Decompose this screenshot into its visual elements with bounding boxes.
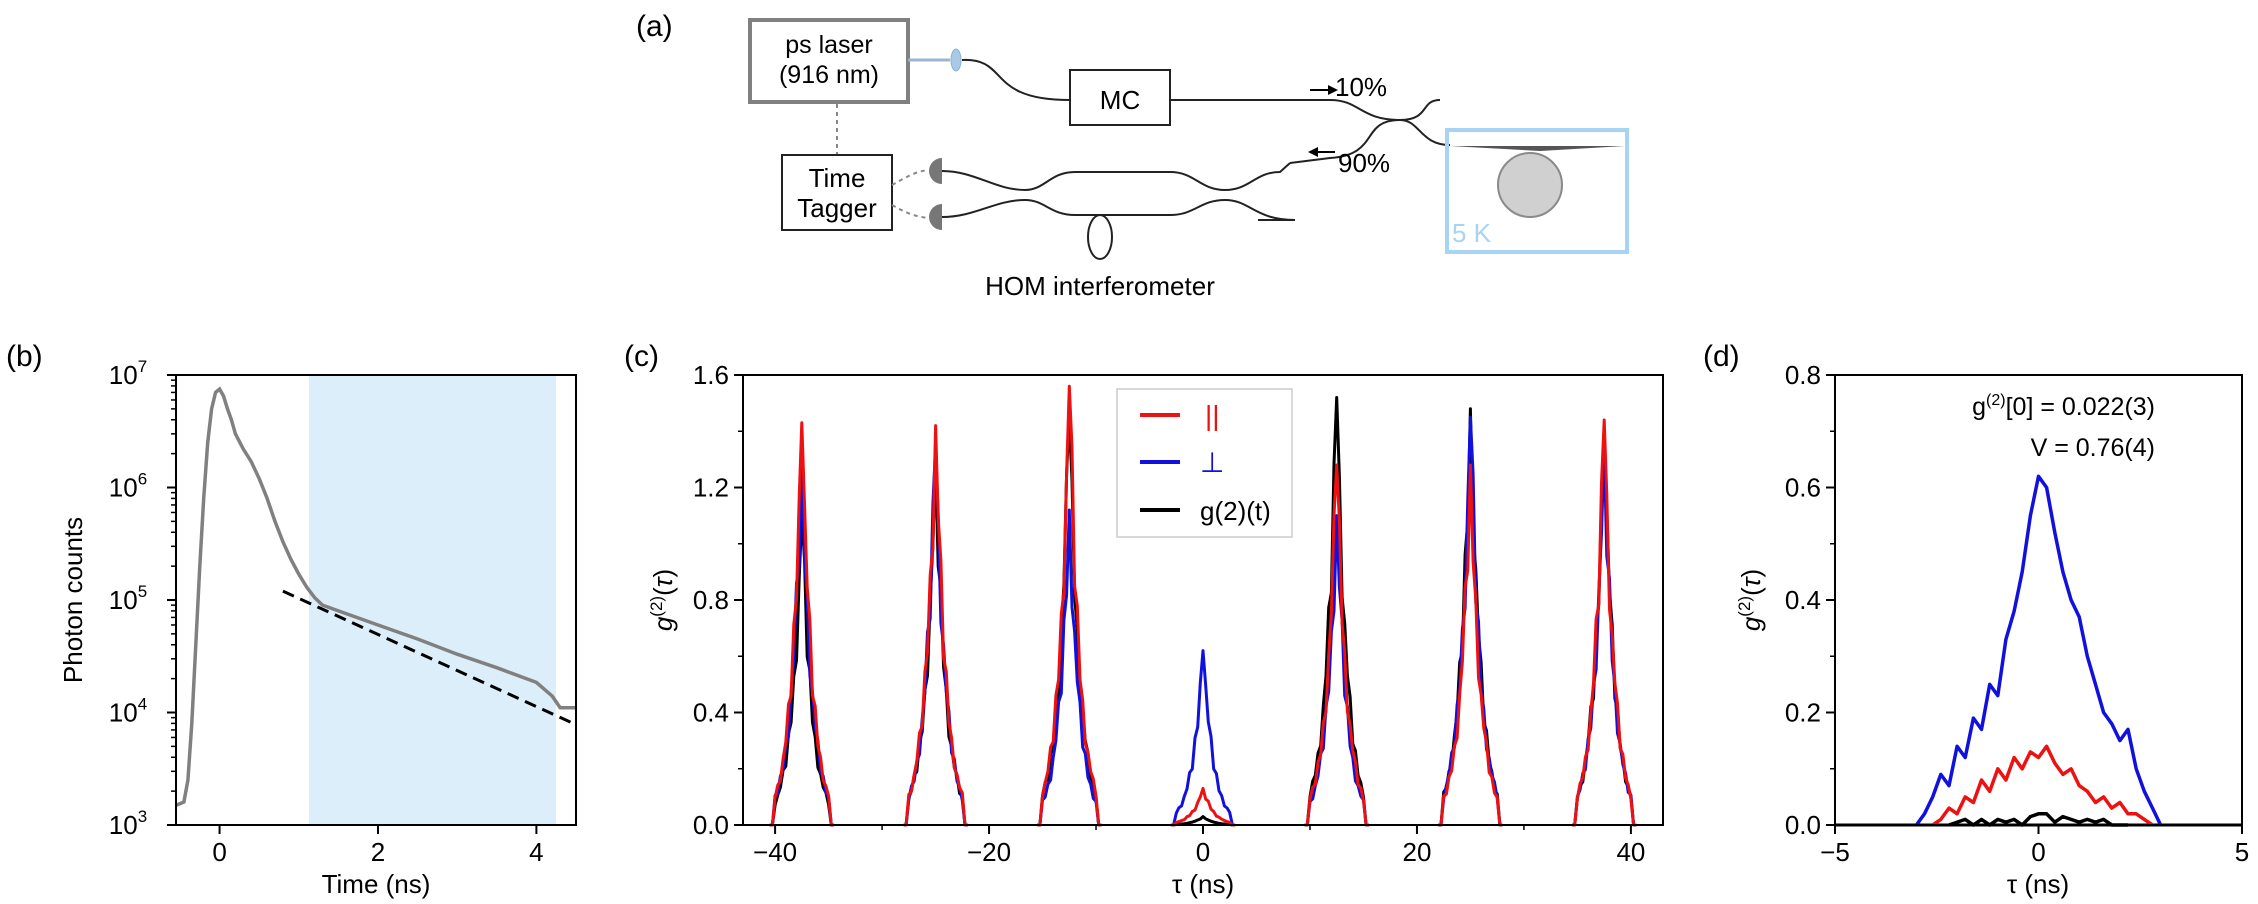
legend-label-parallel: || [1205,400,1220,431]
plot-c-ytick-label: 1.2 [693,473,729,503]
plot-c-peak-red [1304,463,1369,827]
plot-b-xtick-label: 2 [371,837,385,867]
laser-label-1: ps laser [785,31,873,59]
plot-c-peak-red [1572,418,1637,827]
pct-90-label: 90% [1338,148,1390,178]
shaded-fit-region [309,375,556,825]
plot-c-ytick-label: 1.6 [693,360,729,390]
arrow-10-icon [1328,85,1338,95]
fiber-mc-to-coupler [1170,99,1401,121]
tapered-fiber-icon [1450,146,1625,151]
plot-c-xtick-label: 0 [1196,837,1210,867]
plot-b-ylabel: Photon counts [58,517,88,683]
plot-c-peak-black [903,457,968,827]
plot-b-ytick-label: 105 [109,582,147,615]
plot-c-ytick-label: 0.4 [693,698,729,728]
panel-a-label: (a) [636,10,673,43]
plot-b-series-counts [175,386,576,807]
plot-d-series-2 [1948,812,2128,827]
temperature-label: 5 K [1452,218,1492,248]
plot-d-ytick-label: 0.0 [1785,810,1821,840]
plot-b-xtick-label: 0 [212,837,226,867]
plot-d-xtick-label: 5 [2235,837,2249,867]
panel-a: (a) ps laser (916 nm) MC 10% 90% 5 K Tim… [636,10,1629,301]
tagger-label-1: Time [809,163,866,193]
plot-c-ytick-label: 0.0 [693,810,729,840]
detector-2-icon [929,204,942,230]
time-tagger-box [781,154,893,231]
plot-b-xlabel: Time (ns) [322,869,431,899]
plot-d-series-1 [1931,744,2154,827]
plot-c-ytick-label: 0.8 [693,585,729,615]
coupler-out-to-sample [1399,119,1451,146]
plot-d-ytick-label: 0.6 [1785,473,1821,503]
plot-d-xtick-label: −5 [1820,837,1850,867]
plot-d-xlabel: τ (ns) [2007,869,2069,899]
legend-label-perp: ⊥ [1200,447,1224,478]
laser-box [748,18,910,104]
plot-c-peak-red [1170,786,1236,827]
plot-c-ylabel: g(2)(τ) [647,569,678,631]
microsphere-icon [1497,152,1563,218]
plot-c-peak-blue [1037,508,1102,827]
plot-c-xtick-label: −20 [967,837,1011,867]
fiber-return [1289,119,1401,164]
detector-1-icon [929,158,942,184]
plot-b-ytick-label: 106 [109,470,147,503]
plot-b-series-fit [282,589,577,726]
hom-label: HOM interferometer [985,271,1215,301]
panel-d: (d) −5 0 5 0.0 0.2 0.4 0.6 0.8 τ (ns) g(2)(τ) g… [1703,340,2249,899]
plot-d-annotation-2: V = 0.76(4) [2031,434,2155,462]
fiber-to-mc [961,58,1071,101]
plot-b-ytick-label: 107 [109,357,147,390]
detector-cable-2 [891,204,929,219]
plot-c-xlabel: τ (ns) [1172,869,1234,899]
plot-c-xtick-label: 20 [1402,837,1431,867]
plot-d-annotation-1: g(2)[0] = 0.022(3) [1972,392,2155,421]
plot-c-peak-blue [1572,443,1637,827]
laser-label-2: (916 nm) [779,61,879,89]
delay-loop-icon [1087,214,1113,260]
detector-cable-1 [891,169,929,186]
tagger-label-2: Tagger [797,193,877,223]
plot-d-ytick-label: 0.2 [1785,698,1821,728]
collimator-icon [950,48,962,72]
plot-c-peak-red [1037,384,1102,827]
plot-b-ytick-label: 103 [109,807,147,840]
plot-c-peak-black [1304,396,1369,827]
panel-c-label: (c) [624,340,659,373]
hom-lower-arm [941,198,1296,221]
plot-b-xtick-label: 4 [529,837,543,867]
plot-c-xtick-label: −40 [753,837,797,867]
panel-b-label: (b) [6,340,43,373]
arrow-90-icon [1308,147,1318,157]
mc-box [1069,69,1171,126]
plot-c-peak-blue [1170,649,1236,827]
plot-c-peak-red [769,421,834,827]
plot-c-peak-red [903,424,968,827]
plot-d-ytick-label: 0.8 [1785,360,1821,390]
coupler-out-top [1399,99,1441,121]
plot-c-peak-blue [769,457,834,827]
plot-d-ytick-label: 0.4 [1785,585,1821,615]
hom-upper-arm [941,162,1291,192]
plot-b-ytick-label: 104 [109,695,147,728]
plot-d-series-0 [1914,474,2163,827]
mc-label: MC [1100,85,1140,115]
legend-label-g2: g(2)(t) [1200,496,1271,526]
plot-c-peak-black [1037,415,1102,827]
plot-d-xtick-label: 0 [2031,837,2045,867]
plot-c-peak-red [1438,463,1503,827]
panel-c: (c) −40 −20 0 20 40 0.0 0.4 0.8 1.2 1.6 τ (ns) g(… [624,340,1664,899]
plot-d-ylabel: g(2)(τ) [1735,569,1766,631]
panel-d-label: (d) [1703,340,1740,373]
plot-c-xtick-label: 40 [1616,837,1645,867]
panel-b: (b) 0 2 4 103 104 105 106 107 Time (ns) Photon … [6,340,577,899]
cryostat-box [1445,128,1629,254]
pct-10-label: 10% [1335,72,1387,102]
